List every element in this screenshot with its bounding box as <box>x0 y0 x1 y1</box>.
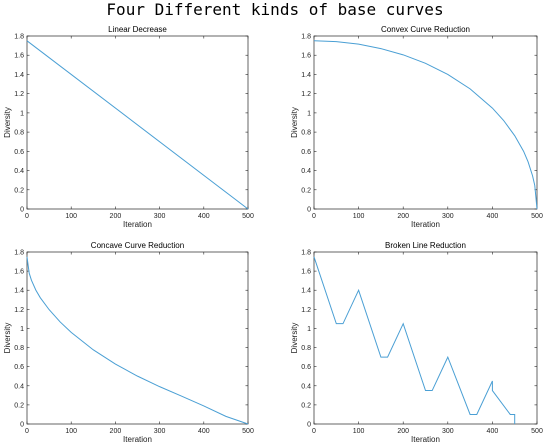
figure-title: Four Different kinds of base curves <box>106 0 443 19</box>
y-tick-label: 0.4 <box>301 383 311 390</box>
y-tick-label: 0 <box>307 422 311 429</box>
plot-title: Concave Curve Reduction <box>91 241 184 250</box>
y-tick-label: 1 <box>20 326 24 333</box>
series-line <box>26 40 249 210</box>
x-tick-label: 500 <box>531 428 543 435</box>
y-tick-label: 0.2 <box>14 187 24 194</box>
y-tick-label: 1.2 <box>14 307 24 314</box>
x-axis-label: Iteration <box>411 435 440 444</box>
plot-frame <box>313 251 538 425</box>
y-tick-label: 1.8 <box>14 34 24 41</box>
x-tick-label: 300 <box>154 213 166 220</box>
y-tick-label: 1.6 <box>14 53 24 60</box>
y-axis-label: Diversity <box>290 107 299 138</box>
subplot-2: Convex Curve Reduction 0 100 200 300 400 500 0 0… <box>290 25 543 229</box>
y-tick-label: 0.6 <box>14 364 24 371</box>
x-tick-label: 500 <box>531 213 543 220</box>
y-tick-label: 0.4 <box>14 168 24 175</box>
series-line <box>313 40 538 210</box>
y-tick-label: 0.8 <box>301 130 311 137</box>
x-tick-label: 100 <box>353 213 365 220</box>
y-tick-label: 1 <box>307 326 311 333</box>
y-tick-label: 0.2 <box>14 402 24 409</box>
y-tick-label: 1.6 <box>301 53 311 60</box>
x-axis-label: Iteration <box>411 220 440 229</box>
plot-frame <box>313 35 538 210</box>
y-tick-label: 0.8 <box>301 345 311 352</box>
x-tick-label: 400 <box>487 213 499 220</box>
x-tick-label: 400 <box>198 428 210 435</box>
x-tick-label: 0 <box>312 428 316 435</box>
y-tick-label: 1.4 <box>301 288 311 295</box>
x-tick-label: 500 <box>242 213 254 220</box>
y-tick-label: 0 <box>307 207 311 214</box>
x-tick-label: 500 <box>242 428 254 435</box>
x-tick-label: 300 <box>442 428 454 435</box>
y-tick-label: 0.4 <box>14 383 24 390</box>
y-axis-label: Diversity <box>3 107 12 138</box>
y-tick-label: 1.6 <box>301 269 311 276</box>
plot-title: Linear Decrease <box>108 25 167 34</box>
subplot-1: Linear Decrease 0 100 200 300 400 500 0 0.2 0.4 0.… <box>3 25 254 229</box>
series-line <box>313 256 516 424</box>
y-tick-label: 1.4 <box>14 288 24 295</box>
y-tick-label: 0.4 <box>301 168 311 175</box>
y-tick-label: 1.6 <box>14 269 24 276</box>
x-tick-label: 100 <box>353 428 365 435</box>
y-tick-label: 1.8 <box>301 250 311 257</box>
y-tick-label: 0.6 <box>301 149 311 156</box>
series-line <box>26 256 249 425</box>
y-tick-label: 1.8 <box>14 250 24 257</box>
plot-title: Convex Curve Reduction <box>381 25 470 34</box>
y-tick-label: 0.2 <box>301 402 311 409</box>
y-tick-label: 0.2 <box>301 187 311 194</box>
y-axis-label: Diversity <box>290 323 299 354</box>
plot-frame <box>26 35 249 210</box>
y-tick-label: 1.2 <box>14 91 24 98</box>
y-tick-label: 1.4 <box>14 72 24 79</box>
subplot-3: Concave Curve Reduction 0 100 200 300 400 500 0… <box>3 241 254 444</box>
subplot-4: Broken Line Reduction 0 100 200 300 400 500 0 0.… <box>290 241 543 444</box>
y-tick-label: 1 <box>20 110 24 117</box>
x-tick-label: 300 <box>154 428 166 435</box>
x-tick-label: 0 <box>25 428 29 435</box>
x-tick-label: 200 <box>110 428 122 435</box>
x-tick-label: 0 <box>312 213 316 220</box>
x-tick-label: 200 <box>110 213 122 220</box>
y-tick-label: 1.4 <box>301 72 311 79</box>
x-tick-label: 200 <box>397 428 409 435</box>
x-tick-label: 400 <box>198 213 210 220</box>
y-tick-label: 0.6 <box>301 364 311 371</box>
x-tick-label: 400 <box>487 428 499 435</box>
x-tick-label: 0 <box>25 213 29 220</box>
y-tick-label: 0.8 <box>14 130 24 137</box>
y-tick-label: 0 <box>20 422 24 429</box>
x-tick-label: 100 <box>65 428 77 435</box>
plot-frame <box>26 251 249 425</box>
y-tick-label: 1.2 <box>301 91 311 98</box>
x-axis-label: Iteration <box>123 435 152 444</box>
y-tick-label: 0.6 <box>14 149 24 156</box>
x-tick-label: 200 <box>397 213 409 220</box>
x-tick-label: 100 <box>65 213 77 220</box>
plot-title: Broken Line Reduction <box>385 241 466 250</box>
y-tick-label: 0 <box>20 207 24 214</box>
y-axis-label: Diversity <box>3 323 12 354</box>
x-axis-label: Iteration <box>123 220 152 229</box>
y-tick-label: 1.2 <box>301 307 311 314</box>
y-tick-label: 1 <box>307 110 311 117</box>
x-tick-label: 300 <box>442 213 454 220</box>
y-tick-label: 0.8 <box>14 345 24 352</box>
y-tick-label: 1.8 <box>301 34 311 41</box>
